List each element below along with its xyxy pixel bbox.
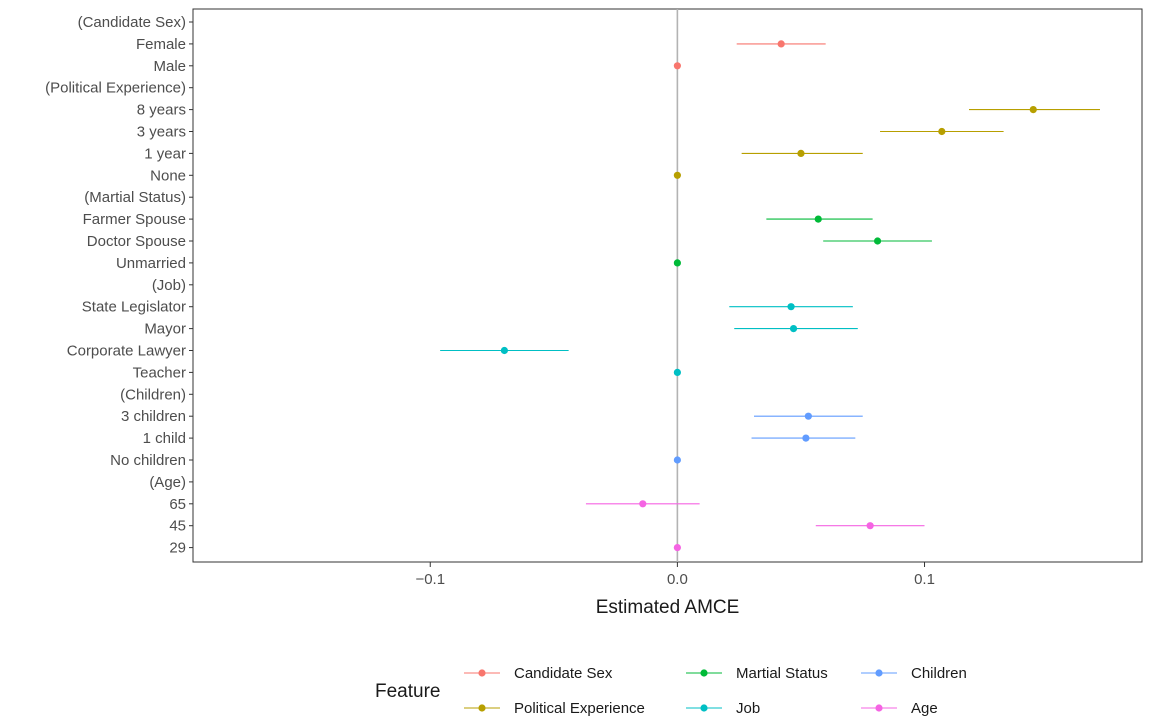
y-tick-label: Male	[153, 58, 186, 75]
y-tick-label: Female	[136, 36, 186, 53]
x-tick-label: −0.1	[415, 571, 445, 588]
y-tick-label: Teacher	[133, 364, 186, 381]
y-tick-label: Farmer Spouse	[83, 211, 186, 228]
y-tick-label: (Children)	[120, 386, 186, 403]
legend-key-point	[700, 704, 708, 712]
y-tick-label: None	[150, 167, 186, 184]
legend-label: Candidate Sex	[514, 665, 613, 682]
y-tick-label: Doctor Spouse	[87, 233, 186, 250]
estimate-point	[802, 434, 810, 442]
estimate-point	[673, 368, 681, 376]
estimate-point	[789, 325, 798, 333]
y-tick-label: 1 child	[143, 430, 186, 447]
y-tick-label: (Political Experience)	[45, 80, 186, 97]
y-tick-label: Corporate Lawyer	[67, 343, 186, 360]
legend-key-point	[875, 669, 883, 677]
estimate-point	[673, 456, 681, 464]
y-tick-label: 3 children	[121, 408, 186, 425]
estimate-point	[639, 500, 647, 508]
y-tick-label: Mayor	[144, 321, 186, 338]
y-tick-label: 29	[169, 540, 186, 557]
legend-label: Job	[736, 700, 760, 717]
legend-key-point	[478, 669, 486, 677]
y-axis-labels: (Candidate Sex) Female Male (Political Expe…	[45, 14, 186, 557]
x-tick-label: 0.1	[914, 571, 935, 588]
plot-panel	[192, 8, 1143, 563]
estimate-point	[814, 215, 822, 223]
estimate-point	[866, 522, 874, 530]
y-tick-label: 65	[169, 496, 186, 513]
y-tick-label: (Age)	[149, 474, 186, 491]
y-tick-label: 3 years	[137, 124, 186, 141]
y-tick-label: State Legislator	[82, 299, 186, 316]
estimate-point	[938, 127, 946, 136]
estimate-point	[673, 62, 681, 70]
estimate-point	[500, 346, 508, 355]
x-tick-label: 0.0	[667, 571, 688, 588]
x-axis-tick-labels: −0.1 0.0 0.1	[415, 571, 935, 588]
error-bars	[440, 43, 1100, 527]
estimate-point	[673, 259, 681, 267]
estimate-point	[1029, 106, 1037, 114]
estimate-point	[673, 544, 681, 552]
x-axis-ticks	[429, 562, 926, 567]
legend-item: Age	[861, 700, 938, 717]
estimate-point	[797, 149, 805, 157]
legend-item: Children	[861, 665, 967, 682]
estimate-point	[873, 237, 882, 245]
estimate-point	[673, 171, 681, 179]
estimate-point	[777, 40, 785, 48]
estimate-point	[787, 303, 795, 311]
legend-key-point	[478, 704, 486, 712]
y-tick-label: No children	[110, 452, 186, 469]
y-tick-label: 8 years	[137, 102, 186, 119]
y-tick-label: Unmarried	[116, 255, 186, 272]
legend-item: Job	[686, 700, 760, 717]
legend-title: Feature	[375, 681, 440, 702]
y-tick-label: 1 year	[144, 145, 186, 162]
estimate-points	[500, 40, 1037, 552]
legend-label: Children	[911, 665, 967, 682]
x-axis-title: Estimated AMCE	[596, 597, 740, 618]
y-tick-label: (Job)	[152, 277, 186, 294]
legend-key-point	[700, 669, 708, 677]
legend-item: Martial Status	[686, 665, 828, 682]
y-tick-label: 45	[169, 518, 186, 535]
y-tick-label: (Candidate Sex)	[78, 14, 186, 31]
y-tick-label: (Martial Status)	[84, 189, 186, 206]
legend-items: Candidate Sex Political Experience Martial…	[464, 665, 967, 717]
legend-label: Age	[911, 700, 938, 717]
legend-label: Political Experience	[514, 700, 645, 717]
y-axis-ticks	[189, 21, 193, 549]
estimate-point	[804, 412, 812, 420]
legend-item: Candidate Sex	[464, 665, 613, 682]
legend-key-point	[875, 704, 883, 712]
legend-item: Political Experience	[464, 700, 645, 717]
legend: Feature Candidate Sex Political Experienc…	[375, 665, 967, 717]
legend-label: Martial Status	[736, 665, 828, 682]
